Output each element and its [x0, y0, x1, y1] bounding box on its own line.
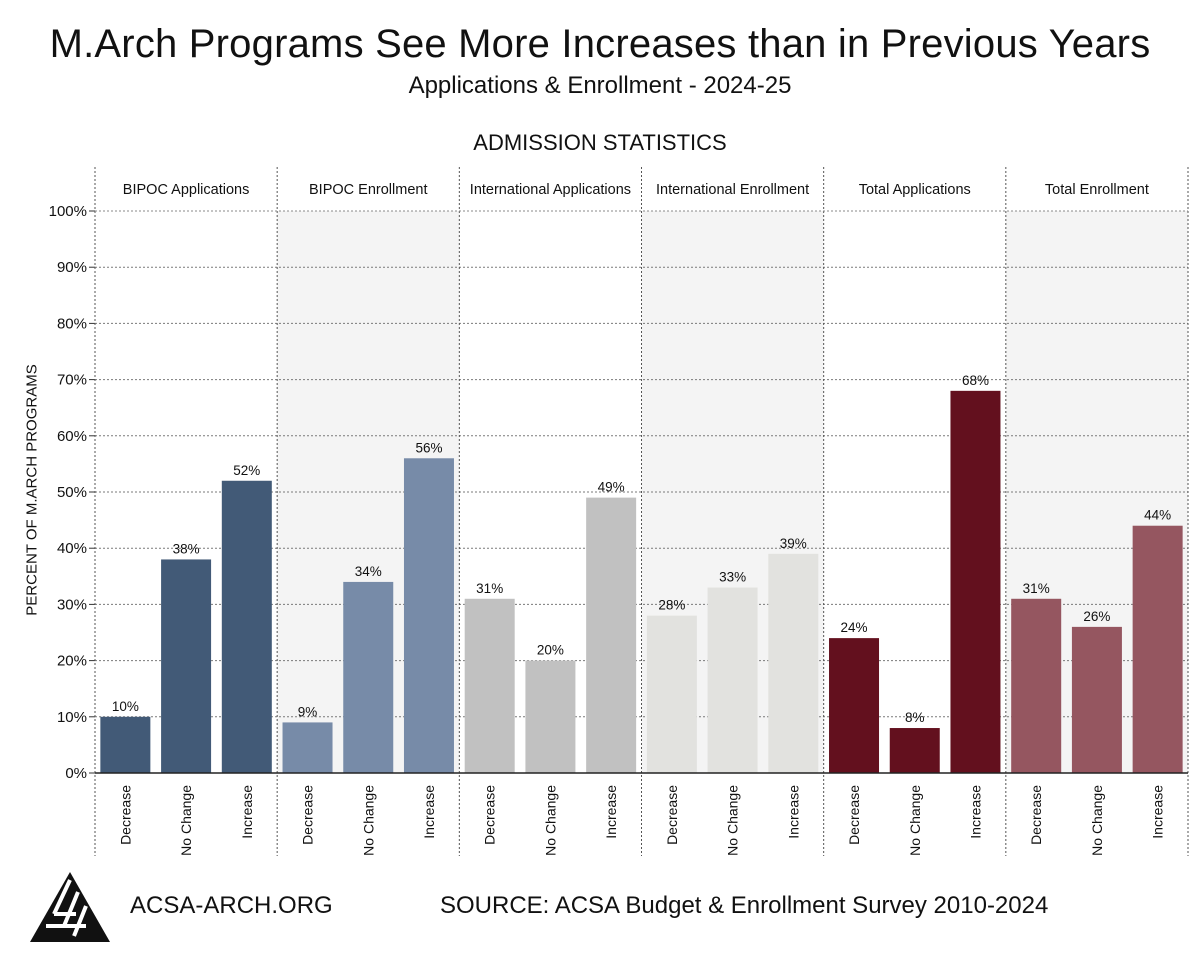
y-tick-label: 100%	[49, 203, 87, 220]
bar-value-label: 34%	[355, 564, 382, 579]
bar-value-label: 49%	[598, 480, 625, 495]
category-label: No Change	[178, 785, 194, 856]
panel-title: Total Applications	[859, 182, 971, 198]
bar	[100, 716, 151, 773]
y-tick-label: 10%	[57, 709, 87, 726]
bar	[525, 660, 576, 773]
category-label: Increase	[603, 785, 619, 839]
category-label: Decrease	[1028, 785, 1044, 845]
y-tick-label: 90%	[57, 259, 87, 276]
category-label: No Change	[725, 785, 741, 856]
bar	[829, 638, 880, 773]
category-label: Decrease	[117, 785, 133, 845]
category-label: Decrease	[664, 785, 680, 845]
bar	[1132, 525, 1183, 773]
footer-website: ACSA-ARCH.ORG	[130, 892, 333, 919]
bar	[161, 559, 212, 773]
bar	[707, 587, 758, 773]
bar-value-label: 33%	[719, 570, 746, 585]
category-label: Increase	[239, 785, 255, 839]
category-label: Increase	[967, 785, 983, 839]
chart-subtitle: Applications & Enrollment - 2024-25	[408, 72, 792, 99]
chart-title: M.Arch Programs See More Increases than …	[49, 22, 1151, 66]
bar-value-label: 38%	[173, 541, 200, 556]
y-tick-label: 50%	[57, 484, 87, 501]
bar	[1071, 626, 1122, 773]
bar-value-label: 26%	[1083, 609, 1110, 624]
bar	[282, 722, 333, 773]
category-label: Increase	[421, 785, 437, 839]
bar	[646, 615, 697, 773]
bar-value-label: 52%	[233, 463, 260, 478]
bar	[1011, 598, 1062, 773]
bar	[464, 598, 515, 773]
panel-title: BIPOC Enrollment	[309, 182, 427, 198]
category-label: No Change	[360, 785, 376, 856]
y-tick-label: 80%	[57, 315, 87, 332]
y-tick-label: 70%	[57, 372, 87, 389]
bar-value-label: 8%	[905, 710, 925, 725]
bar-value-label: 39%	[780, 536, 807, 551]
bar-value-label: 10%	[112, 699, 139, 714]
bar-value-label: 9%	[298, 704, 318, 719]
category-label: No Change	[1089, 785, 1105, 856]
bar	[403, 458, 454, 773]
y-tick-label: 60%	[57, 428, 87, 445]
bar	[221, 480, 272, 773]
bar	[889, 728, 940, 773]
bar-value-label: 24%	[841, 620, 868, 635]
category-label: Decrease	[300, 785, 316, 845]
y-tick-label: 0%	[65, 765, 87, 782]
bar	[343, 581, 394, 773]
bar-value-label: 31%	[1023, 581, 1050, 596]
bar	[950, 390, 1001, 773]
panel-title: International Enrollment	[656, 182, 809, 198]
bar	[586, 497, 637, 773]
acsa-logo	[28, 870, 112, 949]
bar-value-label: 56%	[415, 440, 442, 455]
section-title: ADMISSION STATISTICS	[473, 130, 727, 155]
category-label: No Change	[542, 785, 558, 856]
category-label: Decrease	[846, 785, 862, 845]
category-label: No Change	[907, 785, 923, 856]
panel-title: Total Enrollment	[1045, 182, 1149, 198]
category-label: Increase	[1150, 785, 1166, 839]
bar-value-label: 44%	[1144, 508, 1171, 523]
bar-value-label: 20%	[537, 643, 564, 658]
y-tick-label: 30%	[57, 596, 87, 613]
y-tick-label: 40%	[57, 540, 87, 557]
panel-title: International Applications	[470, 182, 631, 198]
bar-value-label: 68%	[962, 373, 989, 388]
chart-area: 0% 10% 20% 30% 40% 50% 60% 70% 80% 90% 100% BIPOC A…	[49, 167, 1189, 856]
category-label: Decrease	[482, 785, 498, 845]
bar-value-label: 31%	[476, 581, 503, 596]
bar	[768, 553, 819, 773]
panel-title: BIPOC Applications	[123, 182, 250, 198]
category-label: Increase	[785, 785, 801, 839]
bar-value-label: 28%	[658, 598, 685, 613]
footer-source: SOURCE: ACSA Budget & Enrollment Survey …	[440, 892, 1049, 919]
y-tick-label: 20%	[57, 653, 87, 670]
